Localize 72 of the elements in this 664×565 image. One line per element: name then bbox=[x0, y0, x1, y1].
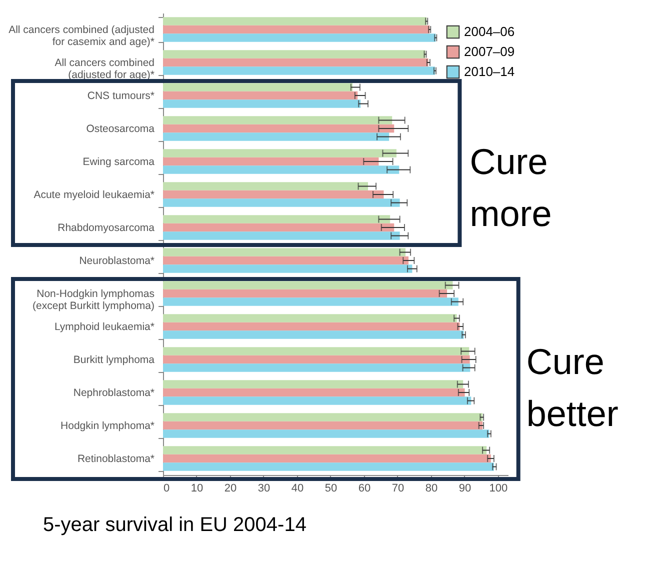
bar bbox=[163, 116, 392, 124]
bar bbox=[163, 446, 487, 454]
legend-label: 2007–09 bbox=[464, 44, 515, 59]
bar bbox=[163, 388, 465, 397]
bar bbox=[163, 100, 361, 108]
bar bbox=[163, 322, 460, 331]
bar bbox=[163, 223, 394, 232]
bar bbox=[163, 157, 379, 166]
y-tick-label: Ewing sarcoma bbox=[82, 156, 155, 168]
bar bbox=[163, 430, 490, 438]
legend-label: 2010–14 bbox=[464, 64, 515, 79]
bar bbox=[163, 264, 412, 273]
bar bbox=[163, 66, 435, 75]
bar bbox=[163, 232, 400, 240]
y-tick-label: Acute myeloid leukaemia* bbox=[34, 189, 154, 201]
bar bbox=[163, 34, 436, 42]
bar bbox=[163, 17, 427, 26]
bar bbox=[163, 91, 358, 100]
x-tick-label: 10 bbox=[190, 482, 204, 494]
bar bbox=[163, 215, 390, 224]
bar bbox=[163, 347, 470, 356]
x-tick-label: 70 bbox=[392, 482, 404, 494]
legend-label: 2004–06 bbox=[464, 24, 515, 39]
bar bbox=[163, 50, 426, 58]
bar bbox=[163, 83, 353, 92]
bar bbox=[163, 380, 464, 388]
bar bbox=[163, 166, 400, 174]
y-tick-label: Retinoblastoma* bbox=[77, 453, 154, 465]
bar bbox=[163, 25, 430, 34]
bar bbox=[163, 421, 483, 430]
x-tick-label: 100 bbox=[489, 482, 508, 494]
y-tick-label: Nephroblastoma* bbox=[73, 387, 154, 399]
text: 5-year survival in EU 2004-14 bbox=[43, 514, 306, 536]
x-tick-label: 80 bbox=[425, 482, 438, 494]
bar bbox=[163, 58, 428, 67]
y-tick-label: Neuroblastoma* bbox=[79, 255, 154, 267]
y-tick-label: Rhabdomyosarcoma bbox=[58, 222, 155, 234]
bar bbox=[163, 413, 483, 422]
bar bbox=[163, 149, 396, 158]
y-tick-label: Burkitt lymphoma bbox=[73, 354, 155, 366]
y-tick-label: CNS tumours* bbox=[87, 90, 154, 102]
bar bbox=[163, 248, 406, 256]
x-tick-label: 0 bbox=[164, 482, 170, 494]
bar bbox=[163, 462, 494, 471]
bar bbox=[163, 289, 448, 298]
bar bbox=[163, 182, 368, 190]
x-tick-label: 40 bbox=[291, 482, 304, 494]
bar bbox=[163, 256, 409, 265]
bar bbox=[163, 314, 457, 322]
bar bbox=[163, 124, 394, 133]
annotation: Cure more bbox=[470, 141, 552, 234]
y-tick-label: Osteosarcoma bbox=[86, 123, 155, 135]
bar bbox=[163, 190, 384, 199]
x-tick-label: 60 bbox=[358, 482, 371, 494]
y-tick-label: Lymphoid leukaemia* bbox=[54, 321, 154, 333]
bar bbox=[163, 355, 470, 364]
bar bbox=[163, 396, 472, 405]
bar bbox=[163, 132, 390, 141]
x-tick-label: 50 bbox=[324, 482, 338, 494]
y-tick-label: Non-Hodgkin lymphomas (except Burkitt lymphoma) bbox=[32, 288, 154, 312]
y-tick-label: Hodgkin lymphoma* bbox=[60, 420, 154, 432]
bar bbox=[163, 454, 491, 463]
x-tick-label: 20 bbox=[224, 482, 237, 494]
text: Cure better bbox=[526, 341, 618, 434]
x-tick-label: 90 bbox=[458, 482, 472, 494]
bar bbox=[163, 281, 453, 290]
bar bbox=[163, 330, 464, 339]
bar bbox=[163, 298, 458, 306]
bar bbox=[163, 364, 470, 372]
bar bbox=[163, 198, 400, 207]
y-tick-label: All cancers combined (adjusted for casemix and age)* bbox=[8, 24, 155, 48]
x-tick-label: 30 bbox=[258, 482, 270, 494]
